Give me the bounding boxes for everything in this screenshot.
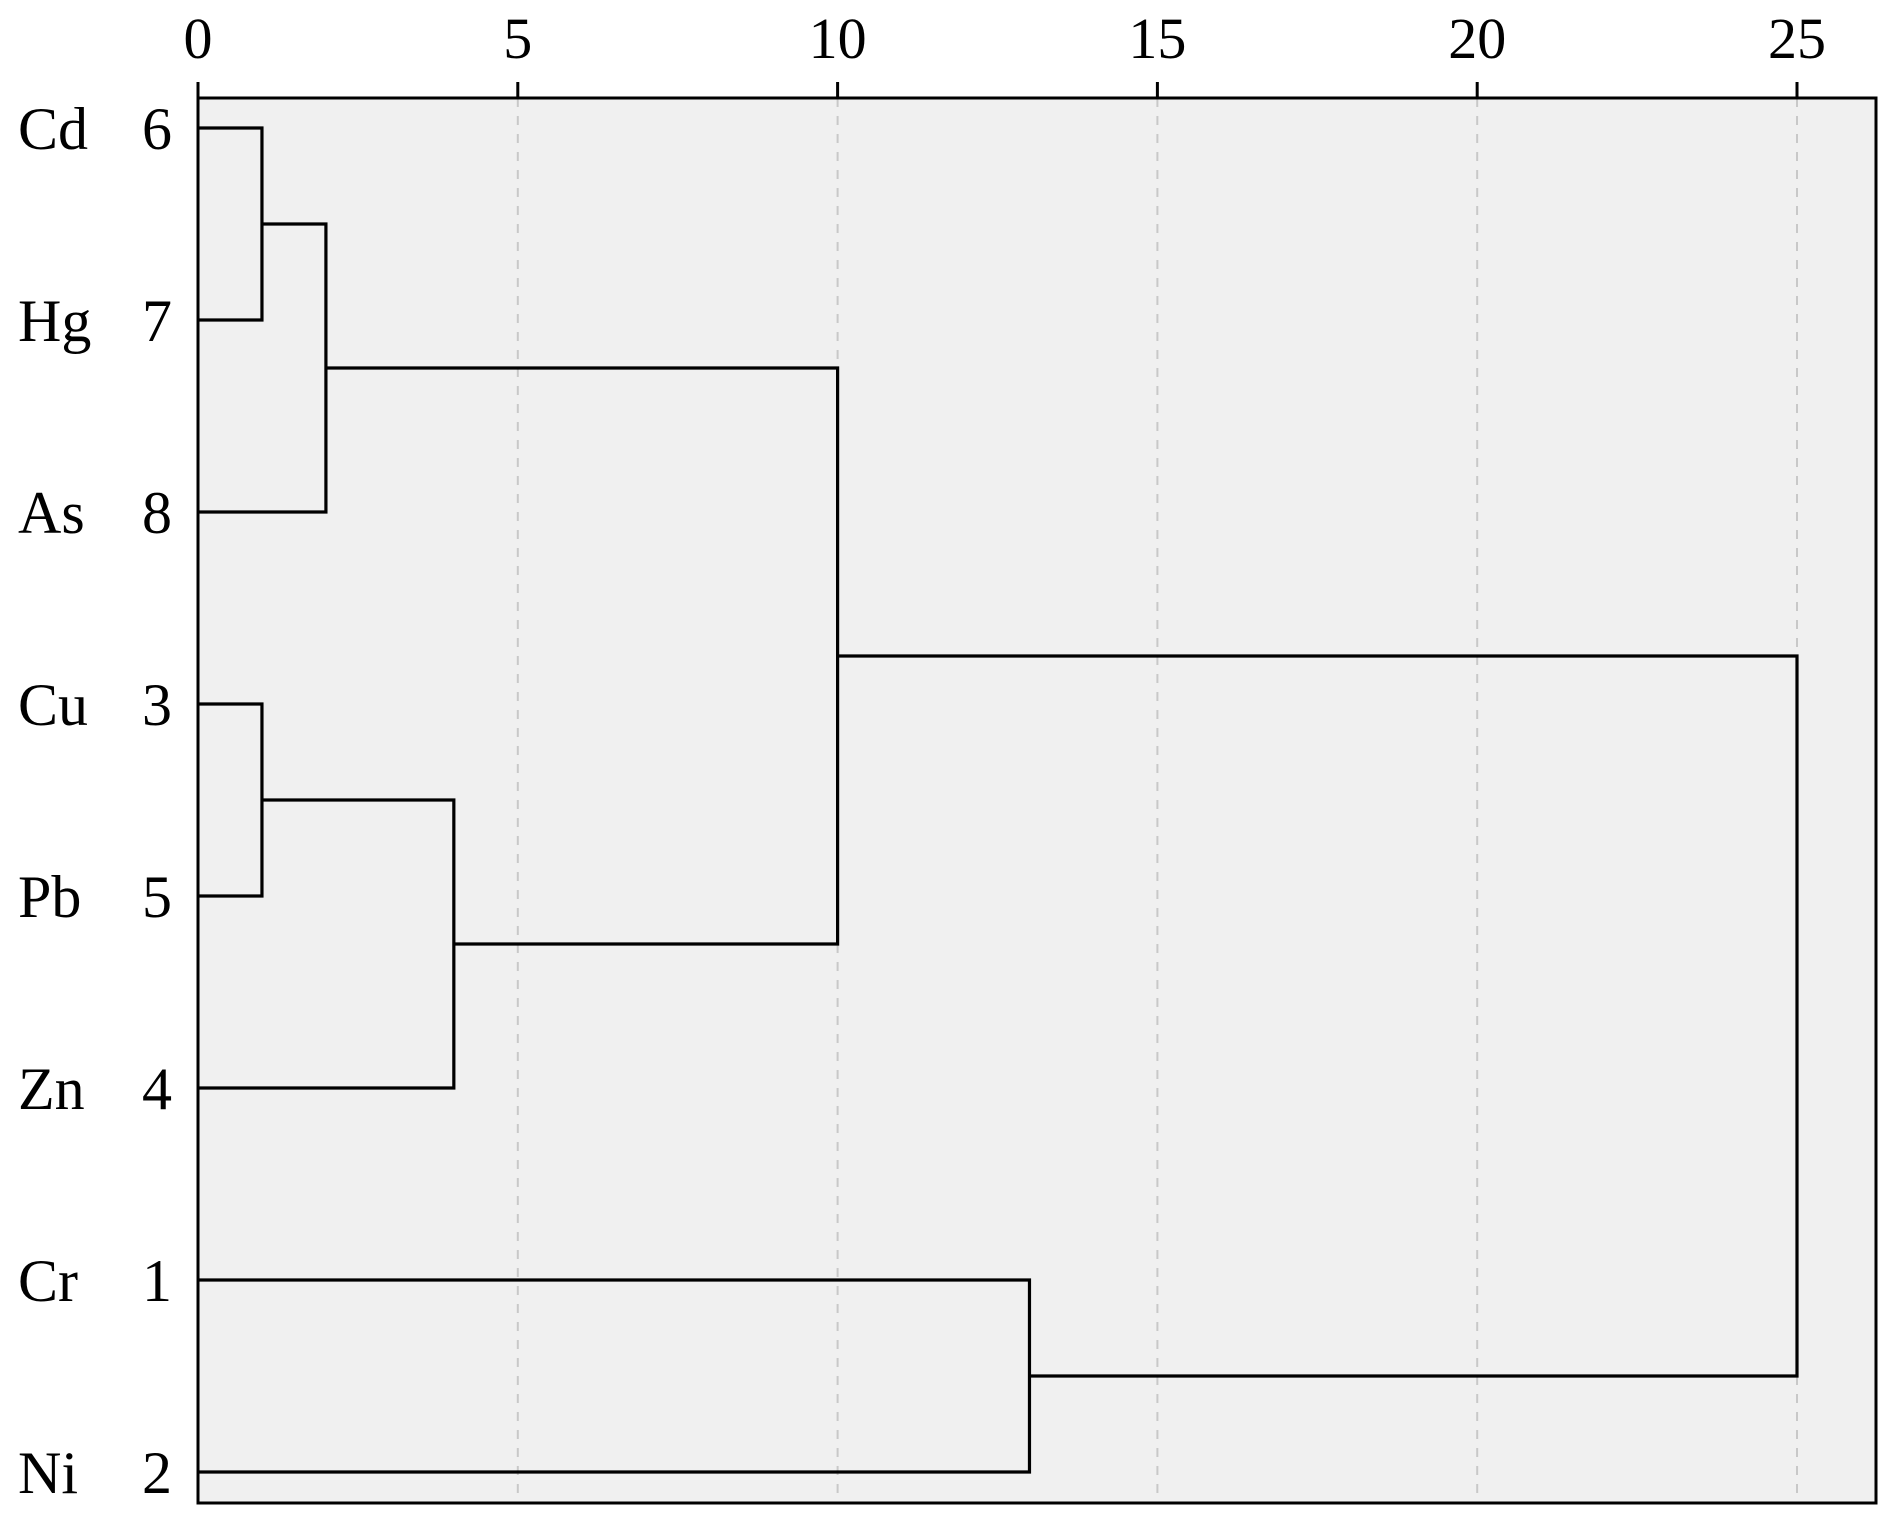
leaf-index-6: 6 <box>142 96 172 162</box>
leaf-index-1: 1 <box>142 1248 172 1314</box>
leaf-label-cu: Cu <box>18 672 88 738</box>
leaf-label-as: As <box>18 480 85 546</box>
x-tick-label-15: 15 <box>1128 6 1186 71</box>
plot-frame <box>196 96 1878 1505</box>
dendrogram-link-cd-hg-as-cu-pb-zn-cr-ni <box>837 654 1799 1378</box>
x-tick-label-5: 5 <box>503 6 532 71</box>
plot-area <box>198 98 1876 1503</box>
leaf-label-pb: Pb <box>18 864 81 930</box>
x-tick-label-20: 20 <box>1448 6 1506 71</box>
leaf-label-zn: Zn <box>18 1056 85 1122</box>
leaf-label-cr: Cr <box>18 1248 78 1314</box>
leaf-index-7: 7 <box>142 288 172 354</box>
leaf-index-2: 2 <box>142 1440 172 1506</box>
x-tick-label-0: 0 <box>184 6 213 71</box>
leaf-index-4: 4 <box>142 1056 172 1122</box>
leaf-index-3: 3 <box>142 672 172 738</box>
leaf-label-cd: Cd <box>18 96 88 162</box>
leaf-label-hg: Hg <box>18 288 91 354</box>
x-tick-label-10: 10 <box>809 6 867 71</box>
x-tick-label-25: 25 <box>1768 6 1826 71</box>
leaf-index-5: 5 <box>142 864 172 930</box>
leaf-label-ni: Ni <box>18 1440 78 1506</box>
leaf-index-8: 8 <box>142 480 172 546</box>
